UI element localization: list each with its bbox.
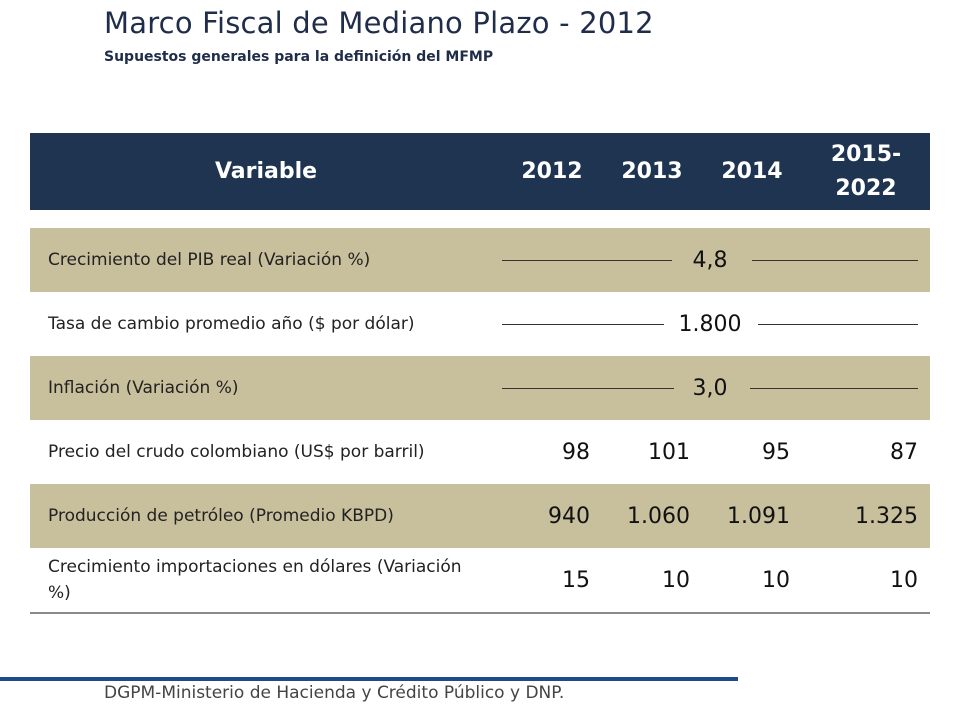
- row-label: Crecimiento importaciones en dólares (Va…: [48, 557, 462, 603]
- value-2012: 98: [562, 439, 590, 465]
- span-value: 3,0: [692, 375, 728, 401]
- footer-source: DGPM-Ministerio de Hacienda y Crédito Pú…: [104, 683, 565, 703]
- header-2014: 2014: [721, 158, 783, 184]
- table-row: Precio del crudo colombiano (US$ por bar…: [30, 420, 930, 484]
- value-2013: 10: [662, 567, 690, 593]
- header-2013: 2013: [621, 158, 683, 184]
- header-2015-2022: 2015- 2022: [830, 141, 902, 201]
- value-2014: 1.091: [727, 503, 790, 529]
- value-2012: 940: [548, 503, 590, 529]
- header-2012: 2012: [521, 158, 583, 184]
- value-2012: 15: [562, 567, 590, 593]
- value-2015-2022: 1.325: [855, 503, 918, 529]
- assumptions-table: Variable 2012 2013 2014 2015- 2022 Creci…: [30, 133, 930, 614]
- value-2013: 1.060: [627, 503, 690, 529]
- table-bottom-rule: [30, 612, 930, 614]
- row-label: Inflación (Variación %): [48, 378, 239, 398]
- value-2014: 10: [762, 567, 790, 593]
- value-2014: 95: [762, 439, 790, 465]
- spanning-value: 3,0: [502, 356, 918, 420]
- page-subtitle: Supuestos generales para la definición d…: [104, 49, 494, 65]
- footer-divider: [0, 677, 738, 681]
- table-row: Crecimiento del PIB real (Variación %) 4…: [30, 228, 930, 292]
- table-header: Variable 2012 2013 2014 2015- 2022: [30, 133, 930, 210]
- spanning-value: 4,8: [502, 228, 918, 292]
- row-label: Producción de petróleo (Promedio KBPD): [48, 506, 394, 526]
- value-2013: 101: [648, 439, 690, 465]
- page-title: Marco Fiscal de Mediano Plazo - 2012: [104, 6, 654, 40]
- table-row: Crecimiento importaciones en dólares (Va…: [30, 548, 930, 612]
- span-value: 1.800: [678, 311, 742, 337]
- table-row: Producción de petróleo (Promedio KBPD) 9…: [30, 484, 930, 548]
- header-variable: Variable: [214, 158, 318, 184]
- row-label: Precio del crudo colombiano (US$ por bar…: [48, 442, 425, 462]
- value-2015-2022: 10: [890, 567, 918, 593]
- table-row: Inflación (Variación %) 3,0: [30, 356, 930, 420]
- value-2015-2022: 87: [890, 439, 918, 465]
- table-row: Tasa de cambio promedio año ($ por dólar…: [30, 292, 930, 356]
- row-label: Crecimiento del PIB real (Variación %): [48, 250, 371, 270]
- row-label: Tasa de cambio promedio año ($ por dólar…: [48, 314, 415, 334]
- span-value: 4,8: [692, 247, 728, 273]
- spanning-value: 1.800: [502, 292, 918, 356]
